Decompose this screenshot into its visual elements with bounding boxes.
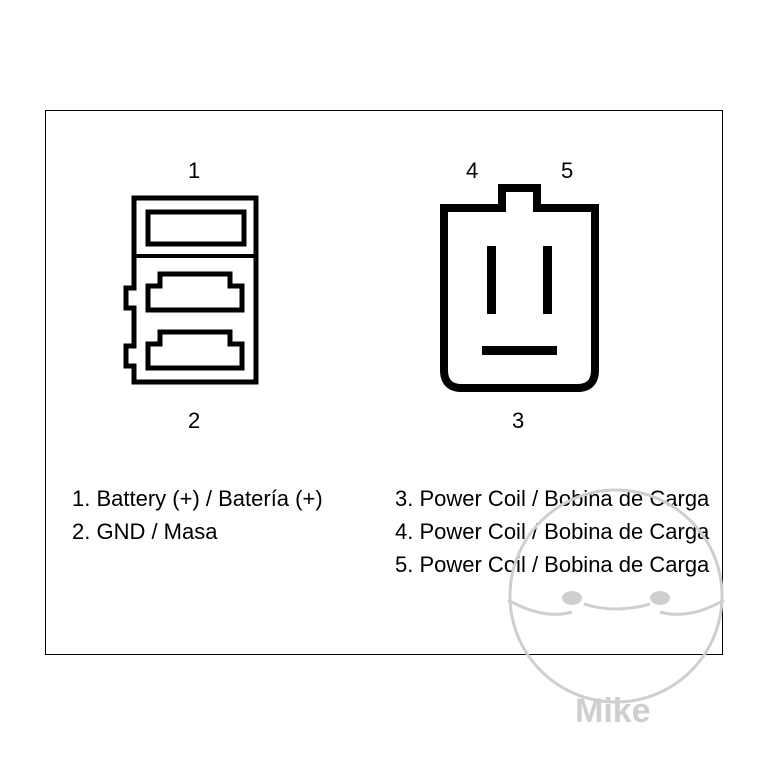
- watermark-icon: [0, 0, 768, 768]
- watermark-text: Mike: [575, 692, 651, 731]
